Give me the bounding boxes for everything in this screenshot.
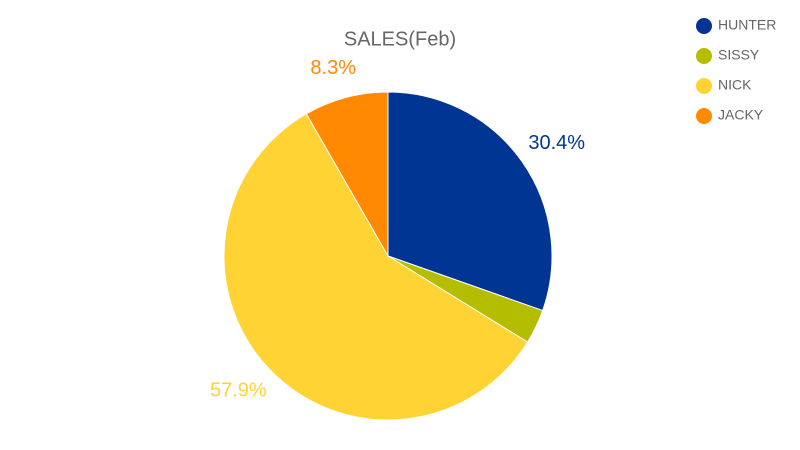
legend-label: JACKY: [718, 107, 764, 123]
legend-marker: [696, 48, 712, 64]
legend-marker: [696, 108, 712, 124]
chart-title: SALES(Feb): [344, 28, 456, 50]
legend-label: SISSY: [718, 47, 760, 63]
legend-marker: [696, 78, 712, 94]
legend-marker: [696, 18, 712, 34]
pie-slice: [305, 91, 389, 258]
legend-label: HUNTER: [718, 17, 776, 33]
pie-slice: [387, 91, 553, 312]
data-label: 57.9%: [210, 379, 267, 401]
legend-label: NICK: [718, 77, 752, 93]
pie-slice: [223, 113, 529, 421]
data-label: 30.4%: [528, 132, 585, 154]
data-label: 8.3%: [310, 57, 356, 79]
